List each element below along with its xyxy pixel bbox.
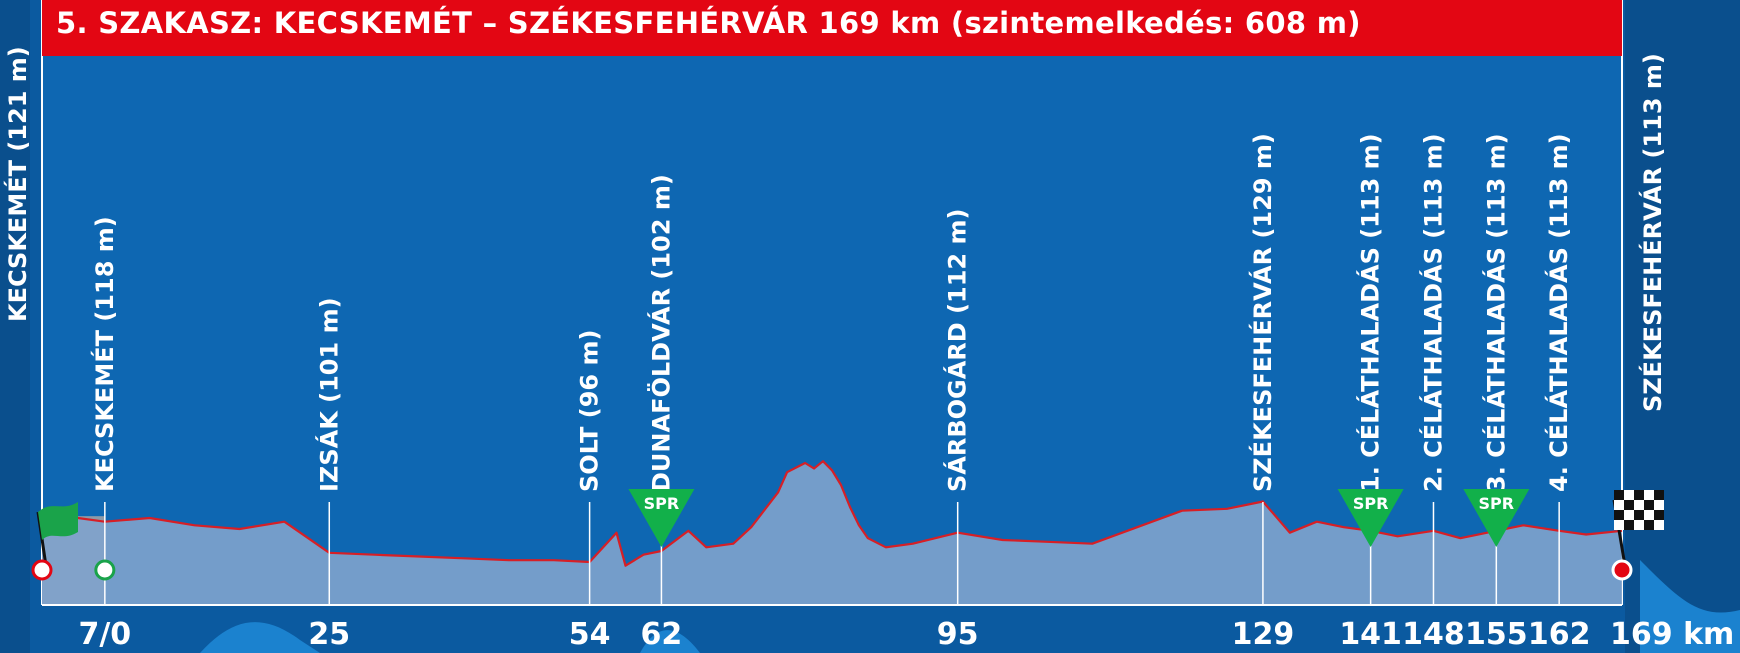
x-tick-label: 148: [1402, 617, 1465, 652]
water-shape-2: [640, 630, 700, 653]
spr-label: SPR: [1353, 494, 1389, 513]
finish-dot: [1611, 559, 1633, 581]
waypoint-label: SOLT (96 m): [576, 330, 604, 492]
x-tick-label: 7/0: [78, 617, 131, 652]
spr-marker: [1337, 489, 1404, 547]
finish-flag-check: [1624, 520, 1634, 530]
finish-flag-check: [1654, 510, 1664, 520]
finish-flag-check: [1644, 520, 1654, 530]
title-bar: 5. SZAKASZ: KECSKEMÉT – SZÉKESFEHÉRVÁR 1…: [42, 0, 1622, 56]
chart-title: 5. SZAKASZ: KECSKEMÉT – SZÉKESFEHÉRVÁR 1…: [56, 6, 1361, 40]
left-border-strip: [0, 0, 30, 653]
x-tick-label: 129: [1232, 617, 1295, 652]
finish-flag-check: [1614, 510, 1624, 520]
x-tick-label: 162: [1528, 617, 1591, 652]
waypoint-label: 1. CÉLÁTHALADÁS (113 m): [1356, 133, 1385, 492]
spr-label: SPR: [644, 494, 680, 513]
spr-marker: [1463, 489, 1530, 547]
profile-line: [41, 460, 1623, 567]
finish-label: SZÉKESFEHÉRVÁR (113 m): [1638, 53, 1667, 412]
waypoint-label: SÁRBOGÁRD (112 m): [943, 209, 972, 492]
x-tick-label: 62: [641, 617, 683, 652]
start-flag-icon: [38, 502, 78, 540]
x-tick-label: 54: [569, 617, 611, 652]
start-label: KECSKEMÉT (121 m): [3, 46, 32, 322]
water-shape-3: [1640, 560, 1740, 653]
right-border-strip: [1625, 0, 1740, 653]
finish-flag-check: [1644, 500, 1654, 510]
x-tick-label: 25: [308, 617, 350, 652]
finish-flag-check: [1654, 490, 1664, 500]
x-tick-label: 95: [937, 617, 979, 652]
spr-label: SPR: [1479, 494, 1515, 513]
waypoint-label: IZSÁK (101 m): [314, 297, 343, 492]
finish-flag-check: [1614, 490, 1624, 500]
finish-flag-check: [1624, 500, 1634, 510]
waypoint-label: 3. CÉLÁTHALADÁS (113 m): [1481, 133, 1510, 492]
km0-dot: [94, 559, 116, 581]
spr-marker: [628, 489, 695, 547]
x-tick-label: 155: [1465, 617, 1528, 652]
waypoint-label: 2. CÉLÁTHALADÁS (113 m): [1418, 133, 1447, 492]
x-tick-label: 141: [1339, 617, 1402, 652]
start-dot: [31, 559, 53, 581]
x-tick-label: 169 km: [1610, 617, 1734, 652]
water-shape-1: [200, 622, 320, 653]
finish-flag-check: [1634, 510, 1644, 520]
waypoint-label: KECSKEMÉT (118 m): [90, 216, 119, 492]
profile-area: [42, 461, 1622, 605]
waypoint-label: SZÉKESFEHÉRVÁR (129 m): [1248, 133, 1277, 492]
waypoint-label: 4. CÉLÁTHALADÁS (113 m): [1544, 133, 1573, 492]
finish-flag-check: [1634, 490, 1644, 500]
waypoint-label: DUNAFÖLDVÁR (102 m): [645, 174, 675, 492]
